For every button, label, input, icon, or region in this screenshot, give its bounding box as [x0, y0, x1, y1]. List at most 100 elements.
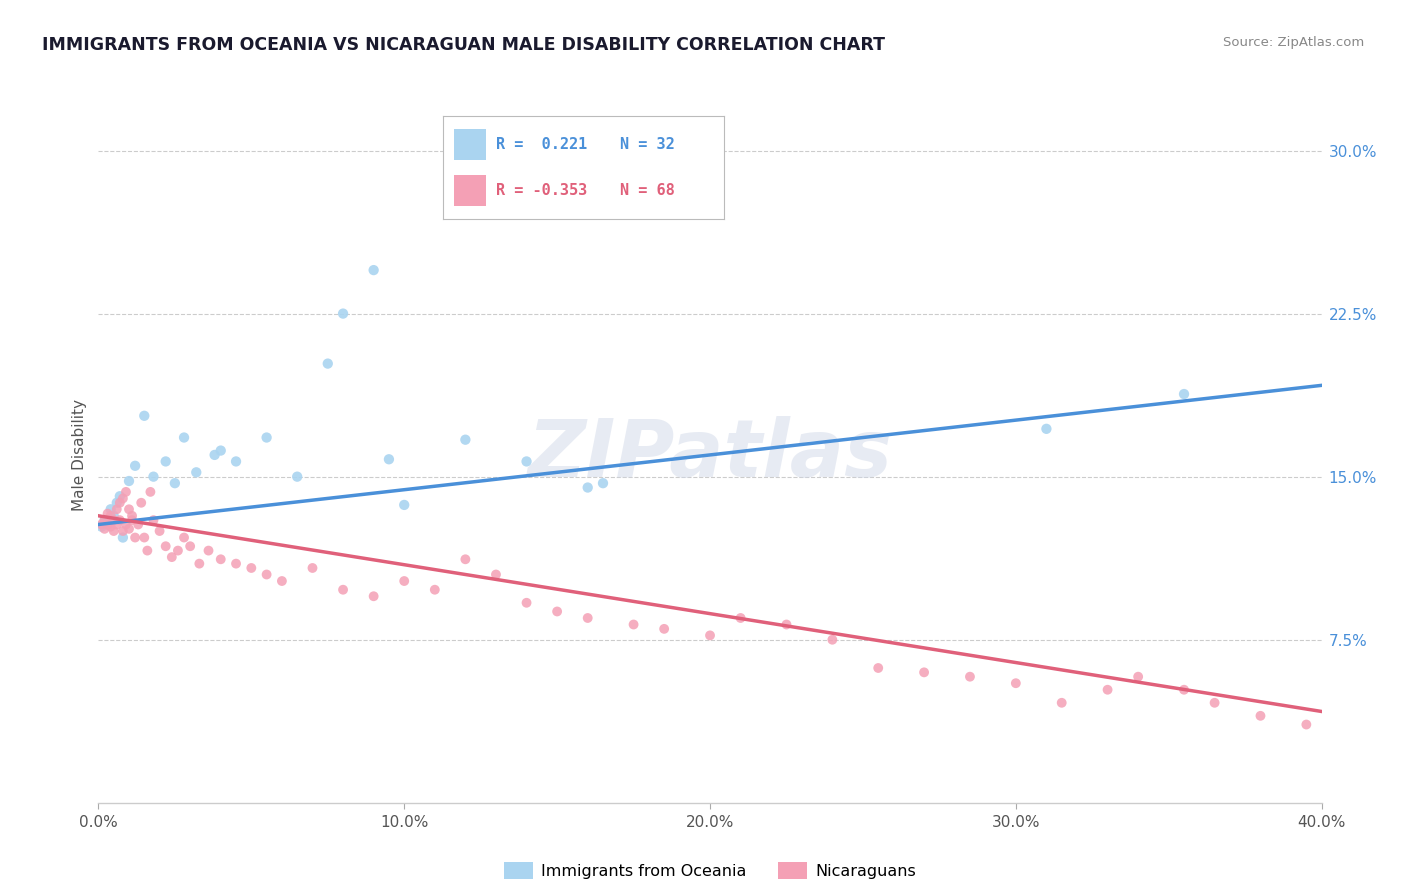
Point	[576, 481, 599, 495]
Point	[100, 519, 122, 533]
Point	[240, 561, 263, 575]
Point	[173, 531, 195, 545]
FancyBboxPatch shape	[454, 176, 486, 206]
Point	[1295, 717, 1317, 731]
Point	[197, 543, 219, 558]
Point	[576, 611, 599, 625]
Text: IMMIGRANTS FROM OCEANIA VS NICARAGUAN MALE DISABILITY CORRELATION CHART: IMMIGRANTS FROM OCEANIA VS NICARAGUAN MA…	[42, 36, 886, 54]
Point	[134, 531, 156, 545]
Point	[115, 484, 138, 499]
Point	[209, 443, 232, 458]
Text: R =  0.221: R = 0.221	[496, 137, 588, 153]
Point	[103, 524, 125, 538]
Point	[1204, 696, 1226, 710]
Point	[1173, 682, 1195, 697]
Point	[188, 557, 211, 571]
Point	[108, 513, 131, 527]
Point	[1249, 708, 1271, 723]
Point	[285, 469, 308, 483]
Point	[225, 454, 247, 468]
Point	[105, 517, 128, 532]
Point	[90, 517, 112, 532]
Point	[1050, 696, 1073, 710]
Point	[100, 508, 122, 523]
Text: ZIPatlas: ZIPatlas	[527, 416, 893, 494]
Point	[121, 513, 143, 527]
Point	[392, 574, 416, 588]
Point	[256, 567, 278, 582]
Point	[97, 517, 120, 532]
Point	[209, 552, 232, 566]
Point	[270, 574, 292, 588]
Point	[423, 582, 446, 597]
Point	[167, 543, 190, 558]
Legend: Immigrants from Oceania, Nicaraguans: Immigrants from Oceania, Nicaraguans	[498, 856, 922, 885]
Point	[111, 531, 134, 545]
Text: R = -0.353: R = -0.353	[496, 184, 588, 198]
Point	[121, 508, 143, 523]
Point	[160, 550, 183, 565]
Point	[912, 665, 935, 680]
Point	[134, 409, 156, 423]
Point	[516, 454, 538, 468]
Point	[93, 513, 115, 527]
Point	[1035, 422, 1057, 436]
Text: N = 32: N = 32	[620, 137, 675, 153]
Point	[1128, 670, 1150, 684]
Point	[225, 557, 247, 571]
Point	[115, 517, 138, 532]
Text: Source: ZipAtlas.com: Source: ZipAtlas.com	[1223, 36, 1364, 49]
Point	[775, 617, 797, 632]
Point	[124, 531, 146, 545]
Point	[363, 589, 385, 603]
Point	[111, 491, 134, 506]
Point	[868, 661, 890, 675]
Point	[103, 513, 125, 527]
Point	[129, 496, 152, 510]
Point	[1097, 682, 1119, 697]
Point	[1173, 387, 1195, 401]
Point	[108, 489, 131, 503]
Point	[546, 605, 568, 619]
Point	[256, 431, 278, 445]
Point	[105, 502, 128, 516]
Point	[454, 433, 477, 447]
Point	[959, 670, 981, 684]
Point	[392, 498, 416, 512]
Point	[1004, 676, 1026, 690]
Point	[97, 517, 120, 532]
Point	[97, 507, 120, 521]
Point	[90, 519, 112, 533]
Point	[149, 524, 172, 538]
Point	[118, 522, 141, 536]
Point	[363, 263, 385, 277]
FancyBboxPatch shape	[454, 129, 486, 160]
Point	[186, 466, 208, 480]
Point	[93, 522, 115, 536]
Point	[623, 617, 645, 632]
Point	[142, 469, 165, 483]
Point	[316, 357, 339, 371]
Point	[485, 567, 508, 582]
Point	[592, 476, 614, 491]
Point	[93, 513, 115, 527]
Point	[127, 517, 149, 532]
Point	[173, 431, 195, 445]
Point	[204, 448, 226, 462]
Point	[652, 622, 675, 636]
Point	[118, 502, 141, 516]
Y-axis label: Male Disability: Male Disability	[72, 399, 87, 511]
Point	[155, 454, 177, 468]
Point	[332, 307, 354, 321]
Point	[163, 476, 186, 491]
Point	[124, 458, 146, 473]
Point	[118, 474, 141, 488]
Point	[105, 496, 128, 510]
Point	[730, 611, 752, 625]
Point	[103, 508, 125, 523]
Text: N = 68: N = 68	[620, 184, 675, 198]
Point	[332, 582, 354, 597]
Point	[155, 539, 177, 553]
Point	[100, 502, 122, 516]
Point	[111, 524, 134, 538]
